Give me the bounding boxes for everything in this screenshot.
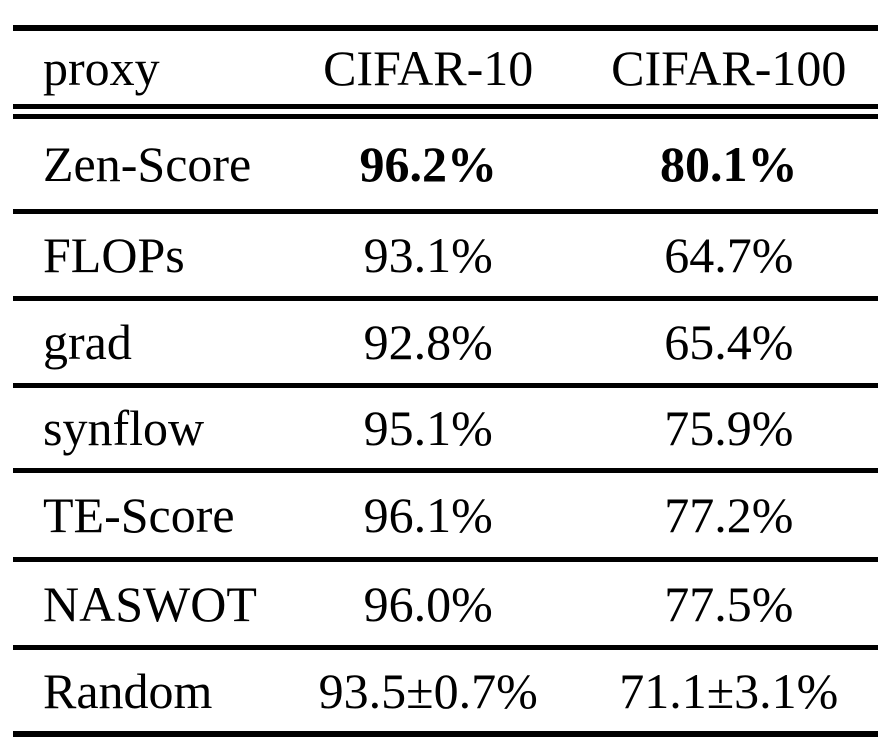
table-row-random: Random 93.5±0.7% 71.1±3.1% xyxy=(13,648,878,735)
cifar10-value-cell: 95.1% xyxy=(363,400,493,456)
table-row-grad: grad 92.8% 65.4% xyxy=(13,299,878,386)
column-header-proxy: proxy xyxy=(13,28,277,119)
table-body: Zen-Score 96.2% 80.1% FLOPs 93.1% 64.7% … xyxy=(13,112,878,735)
table-row-synflow: synflow 95.1% 75.9% xyxy=(13,386,878,471)
proxy-name-cell: Zen-Score xyxy=(43,136,252,192)
column-header-cifar10: CIFAR-10 xyxy=(276,28,580,119)
table-row-flops: FLOPs 93.1% 64.7% xyxy=(13,212,878,299)
cifar10-value-cell: 92.8% xyxy=(363,314,493,370)
cifar10-value-cell: 93.1% xyxy=(363,227,493,283)
cifar10-value-cell: 96.0% xyxy=(363,575,493,632)
cifar10-value-cell: 93.5±0.7% xyxy=(318,662,538,719)
cifar100-value-cell: 64.7% xyxy=(664,227,794,283)
proxy-name-cell: synflow xyxy=(43,400,205,456)
column-header-cifar100: CIFAR-100 xyxy=(579,28,878,119)
cifar100-value-cell: 77.5% xyxy=(664,575,794,632)
cifar10-value-cell: 96.2% xyxy=(359,136,497,192)
table-header: proxy CIFAR-10 CIFAR-100 xyxy=(13,28,878,119)
results-table: proxy CIFAR-10 CIFAR-100 Zen-Score 96.2%… xyxy=(13,25,878,737)
table-row-naswot: NASWOT 96.0% 77.5% xyxy=(13,560,878,648)
proxy-name-cell: NASWOT xyxy=(43,575,257,632)
cifar100-value-cell: 75.9% xyxy=(664,400,794,456)
proxy-name-cell: TE-Score xyxy=(43,487,235,543)
cifar100-value-cell: 65.4% xyxy=(664,314,794,370)
table-row-zen-score: Zen-Score 96.2% 80.1% xyxy=(13,112,878,212)
cifar100-value-cell: 77.2% xyxy=(664,487,794,543)
cifar100-value-cell: 80.1% xyxy=(660,136,798,192)
proxy-name-cell: FLOPs xyxy=(43,227,185,283)
table-row-te-score: TE-Score 96.1% 77.2% xyxy=(13,471,878,560)
proxy-name-cell: grad xyxy=(43,314,132,370)
header-row: proxy CIFAR-10 CIFAR-100 xyxy=(13,28,878,119)
cifar100-value-cell: 71.1±3.1% xyxy=(619,662,839,719)
proxy-name-cell: Random xyxy=(43,662,213,719)
cifar10-value-cell: 96.1% xyxy=(363,487,493,543)
